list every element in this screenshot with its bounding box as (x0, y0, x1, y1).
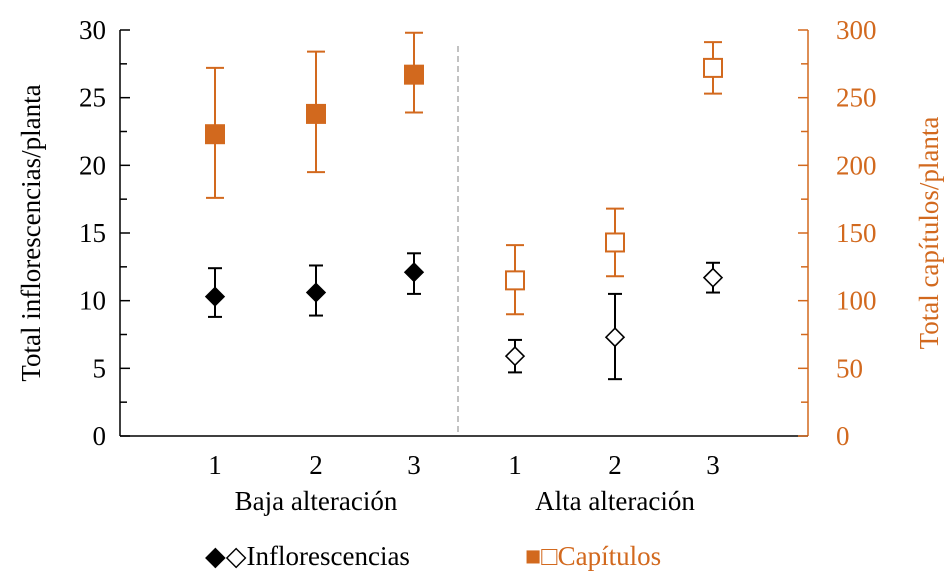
capitulos-point (306, 103, 326, 124)
legend-inflorescencias: ◆◇Inflorescencias (205, 541, 410, 571)
left-tick-label: 30 (79, 15, 106, 45)
x-tick-label: 2 (309, 450, 323, 480)
capitulos-point (505, 270, 525, 291)
group-label-baja: Baja alteración (235, 486, 398, 516)
group-label-alta: Alta alteración (535, 486, 695, 516)
right-tick-label: 50 (836, 353, 863, 383)
left-tick-label: 5 (93, 353, 107, 383)
legend-capitulos: ■□Capítulos (525, 541, 661, 571)
left-tick-label: 0 (93, 421, 107, 451)
capitulos-point (205, 124, 225, 145)
right-tick-label: 250 (836, 83, 877, 113)
capitulos-point (703, 57, 723, 78)
right-tick-label: 150 (836, 218, 877, 248)
x-tick-label: 2 (608, 450, 622, 480)
left-tick-label: 10 (79, 286, 106, 316)
capitulos-point (605, 232, 625, 253)
inflorescencias-point (504, 346, 526, 367)
x-tick-label: 1 (208, 450, 222, 480)
right-tick-label: 0 (836, 421, 850, 451)
x-tick-label: 3 (706, 450, 720, 480)
inflorescencias-point (604, 327, 626, 348)
x-tick-label: 1 (508, 450, 522, 480)
capitulos-point (404, 64, 424, 85)
right-tick-label: 100 (836, 286, 877, 316)
left-tick-label: 25 (79, 83, 106, 113)
inflorescencias-point (204, 286, 226, 307)
x-tick-label: 3 (407, 450, 421, 480)
inflorescencias-point (305, 282, 327, 303)
right-tick-label: 300 (836, 15, 877, 45)
left-tick-label: 20 (79, 150, 106, 180)
inflorescencias-point (702, 267, 724, 288)
inflorescencias-point (403, 262, 425, 283)
right-axis-title: Total capítulos/planta (914, 117, 944, 350)
left-axis-title: Total inflorescencias/planta (16, 84, 46, 381)
left-tick-label: 15 (79, 218, 106, 248)
right-tick-label: 200 (836, 150, 877, 180)
